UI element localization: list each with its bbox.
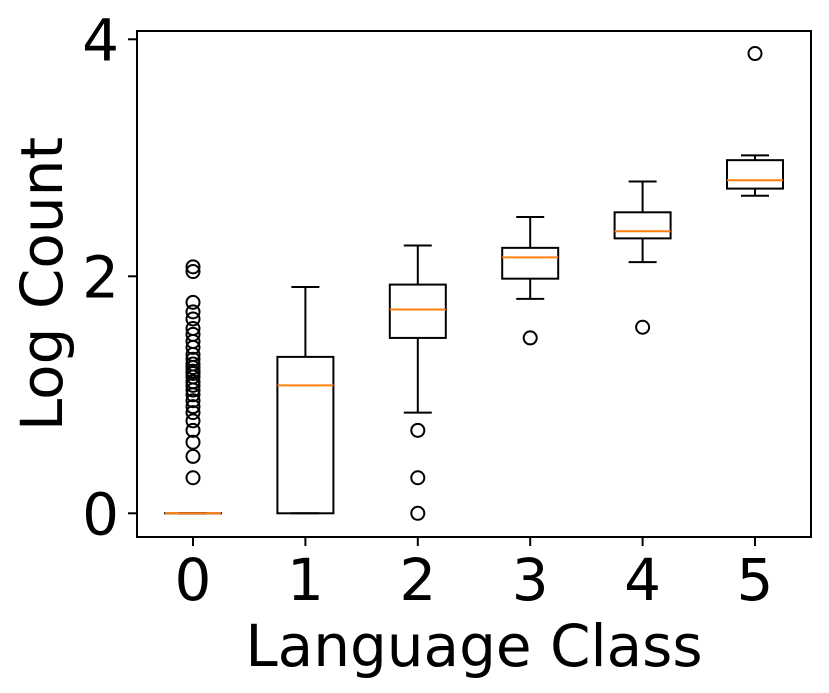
box-group-4 <box>613 180 672 335</box>
x-tick-label: 2 <box>399 546 436 614</box>
outlier-point <box>185 374 201 390</box>
outlier-point <box>185 399 201 415</box>
x-tick-label: 3 <box>512 546 549 614</box>
x-axis-label: Language Class <box>245 612 702 680</box>
y-axis: 0 2 4 <box>82 6 137 548</box>
outlier-point <box>185 326 201 342</box>
outlier-point <box>185 393 201 409</box>
outlier-point <box>185 351 201 367</box>
y-tick-label: 4 <box>82 6 119 74</box>
outlier-point <box>747 46 763 62</box>
outlier-point <box>185 264 201 280</box>
outlier-point <box>410 470 426 486</box>
box-group-0 <box>164 259 222 515</box>
box-iqr <box>276 355 335 515</box>
x-axis: 0 1 2 3 4 5 <box>175 537 774 614</box>
outlier-point <box>635 319 651 335</box>
plot-frame <box>136 30 812 538</box>
outlier-point <box>185 259 201 275</box>
outlier-point <box>522 330 538 346</box>
outlier-point <box>185 405 201 421</box>
outlier-point <box>185 448 201 464</box>
outlier-point <box>185 356 201 372</box>
outlier-point <box>185 304 201 320</box>
outlier-point <box>185 413 201 429</box>
box-iqr <box>388 283 447 339</box>
outlier-point <box>185 294 201 310</box>
box-iqr <box>613 211 672 240</box>
outlier-point <box>410 422 426 438</box>
y-axis-label: Log Count <box>8 137 76 431</box>
outlier-point <box>185 470 201 486</box>
outlier-point <box>185 422 201 438</box>
box-iqr <box>726 159 784 190</box>
y-tick-label: 0 <box>82 480 119 548</box>
plot-marks <box>164 46 784 521</box>
outlier-point <box>410 505 426 521</box>
outlier-point <box>185 320 201 336</box>
x-tick-label: 4 <box>624 546 661 614</box>
box-group-1 <box>276 285 335 515</box>
box-group-2 <box>388 244 447 521</box>
box-iqr <box>501 246 560 280</box>
box-group-5 <box>726 46 784 197</box>
box-group-3 <box>501 216 560 346</box>
x-tick-label: 1 <box>287 546 324 614</box>
y-tick-label: 2 <box>82 243 119 311</box>
outlier-point <box>185 434 201 450</box>
x-tick-label: 5 <box>737 546 774 614</box>
outlier-point <box>185 311 201 327</box>
x-tick-label: 0 <box>175 546 212 614</box>
